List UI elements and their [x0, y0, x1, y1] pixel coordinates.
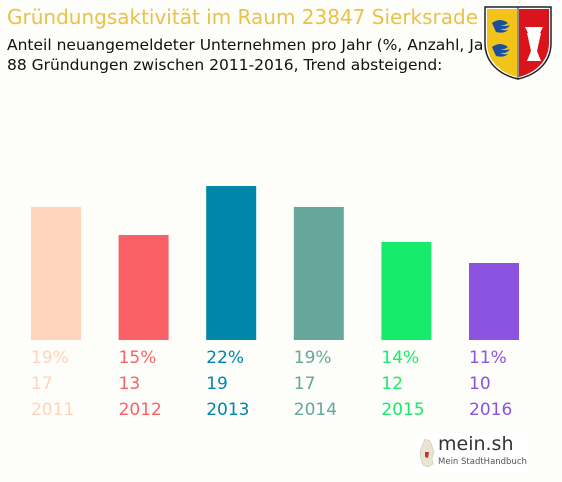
- year-label-2011: 2011: [31, 400, 74, 420]
- count-label-2012: 13: [119, 374, 141, 394]
- subtitle-line-1: Anteil neuangemeldeter Unternehmen pro J…: [7, 36, 506, 54]
- bar-2015: [381, 242, 432, 340]
- coat-of-arms-icon: [484, 6, 552, 80]
- germany-map-icon: [419, 438, 435, 468]
- count-label-2014: 17: [294, 374, 316, 394]
- chart-title: Gründungsaktivität im Raum 23847 Sierksr…: [7, 5, 479, 29]
- year-label-2013: 2013: [206, 400, 249, 420]
- subtitle-line-2: 88 Gründungen zwischen 2011-2016, Trend …: [7, 56, 443, 74]
- count-label-2016: 10: [469, 374, 491, 394]
- bar-2011: [31, 207, 81, 340]
- mein-sh-logo: mein.sh Mein StadtHandbuch: [416, 433, 528, 473]
- year-label-2014: 2014: [294, 400, 337, 420]
- percent-label-2015: 14%: [381, 348, 419, 368]
- percent-label-2011: 19%: [31, 348, 69, 368]
- count-label-2013: 19: [206, 374, 228, 394]
- percent-label-2012: 15%: [119, 348, 157, 368]
- chart-subtitle: Anteil neuangemeldeter Unternehmen pro J…: [7, 35, 506, 75]
- logo-tagline: Mein StadtHandbuch: [438, 457, 527, 467]
- bar-2014: [293, 207, 344, 340]
- bar-2016: [469, 263, 519, 340]
- percent-label-2013: 22%: [206, 348, 244, 368]
- count-label-2015: 12: [381, 374, 403, 394]
- bar-2012: [118, 235, 169, 340]
- year-label-2012: 2012: [119, 400, 162, 420]
- percent-label-2014: 19%: [294, 348, 332, 368]
- count-label-2011: 17: [31, 374, 53, 394]
- year-label-2016: 2016: [469, 400, 512, 420]
- percent-label-2016: 11%: [469, 348, 507, 368]
- bar-2013: [206, 186, 257, 340]
- year-label-2015: 2015: [381, 400, 424, 420]
- logo-name: mein.sh: [438, 433, 514, 455]
